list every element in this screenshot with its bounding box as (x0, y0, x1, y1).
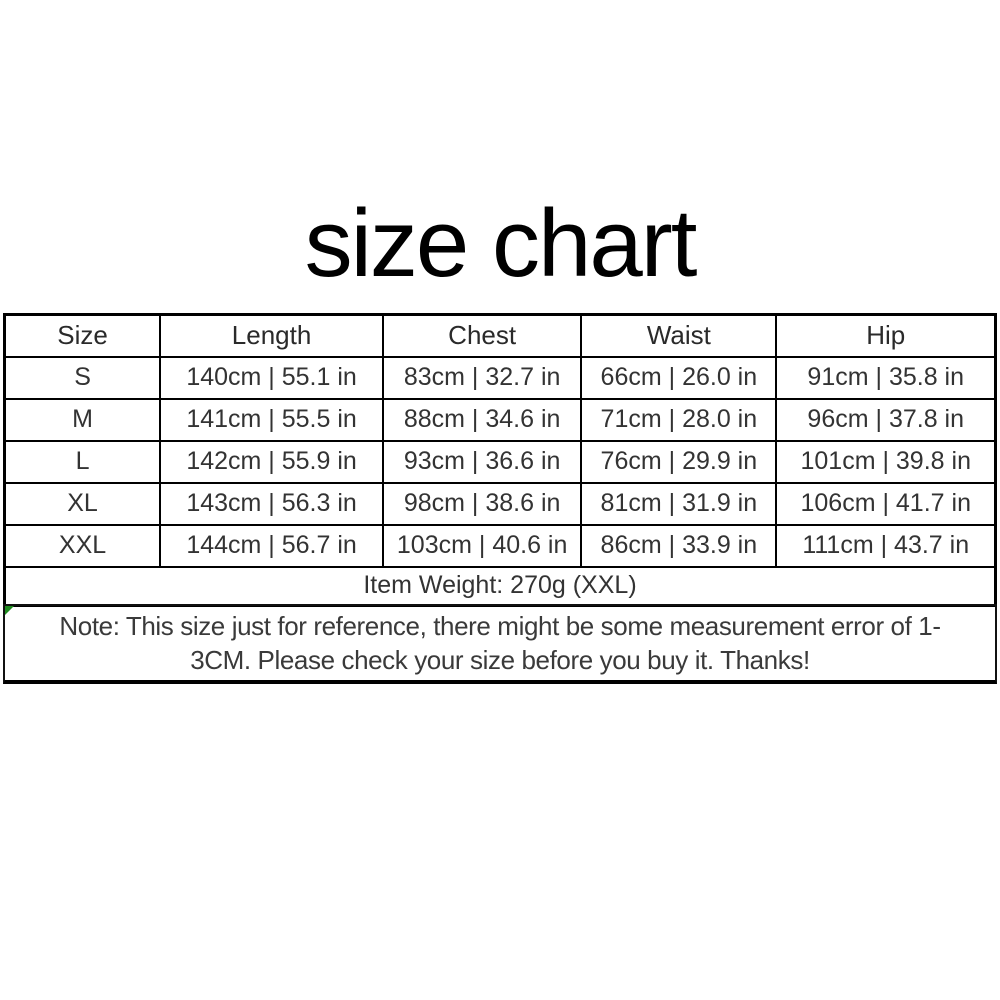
size-table: Size Length Chest Waist Hip S 140cm | 55… (3, 313, 997, 607)
cell-length: 144cm | 56.7 in (159, 523, 385, 568)
page-title: size chart (304, 190, 698, 297)
cell-size: M (3, 397, 162, 442)
cell-chest: 98cm | 38.6 in (382, 481, 583, 526)
cell-hip: 96cm | 37.8 in (775, 397, 997, 442)
cell-chest: 93cm | 36.6 in (382, 439, 583, 484)
cell-length: 140cm | 55.1 in (159, 355, 385, 400)
table-row-l: L 142cm | 55.9 in 93cm | 36.6 in 76cm | … (3, 439, 997, 484)
cell-size: S (3, 355, 162, 400)
item-weight-text: Item Weight: 270g (XXL) (3, 565, 997, 607)
cell-waist: 66cm | 26.0 in (580, 355, 778, 400)
cell-hip: 111cm | 43.7 in (775, 523, 997, 568)
table-row-s: S 140cm | 55.1 in 83cm | 32.7 in 66cm | … (3, 355, 997, 400)
note-line-2: 3CM. Please check your size before you b… (190, 645, 810, 675)
column-header-waist: Waist (580, 313, 778, 358)
cell-hip: 101cm | 39.8 in (775, 439, 997, 484)
table-row-xl: XL 143cm | 56.3 in 98cm | 38.6 in 81cm |… (3, 481, 997, 526)
column-header-size: Size (3, 313, 162, 358)
column-header-chest: Chest (382, 313, 583, 358)
green-corner-flag-icon (5, 606, 14, 615)
column-header-hip: Hip (775, 313, 997, 358)
item-weight-row: Item Weight: 270g (XXL) (3, 565, 997, 607)
cell-waist: 76cm | 29.9 in (580, 439, 778, 484)
cell-waist: 71cm | 28.0 in (580, 397, 778, 442)
note-box: Note: This size just for reference, ther… (3, 604, 997, 684)
cell-chest: 83cm | 32.7 in (382, 355, 583, 400)
cell-chest: 103cm | 40.6 in (382, 523, 583, 568)
cell-hip: 91cm | 35.8 in (775, 355, 997, 400)
cell-size: XXL (3, 523, 162, 568)
cell-length: 142cm | 55.9 in (159, 439, 385, 484)
cell-size: L (3, 439, 162, 484)
cell-hip: 106cm | 41.7 in (775, 481, 997, 526)
cell-waist: 81cm | 31.9 in (580, 481, 778, 526)
cell-size: XL (3, 481, 162, 526)
column-header-length: Length (159, 313, 385, 358)
table-header-row: Size Length Chest Waist Hip (3, 313, 997, 358)
note-line-1: Note: This size just for reference, ther… (59, 611, 941, 641)
cell-waist: 86cm | 33.9 in (580, 523, 778, 568)
cell-chest: 88cm | 34.6 in (382, 397, 583, 442)
cell-length: 143cm | 56.3 in (159, 481, 385, 526)
cell-length: 141cm | 55.5 in (159, 397, 385, 442)
table-row-xxl: XXL 144cm | 56.7 in 103cm | 40.6 in 86cm… (3, 523, 997, 568)
table-row-m: M 141cm | 55.5 in 88cm | 34.6 in 71cm | … (3, 397, 997, 442)
